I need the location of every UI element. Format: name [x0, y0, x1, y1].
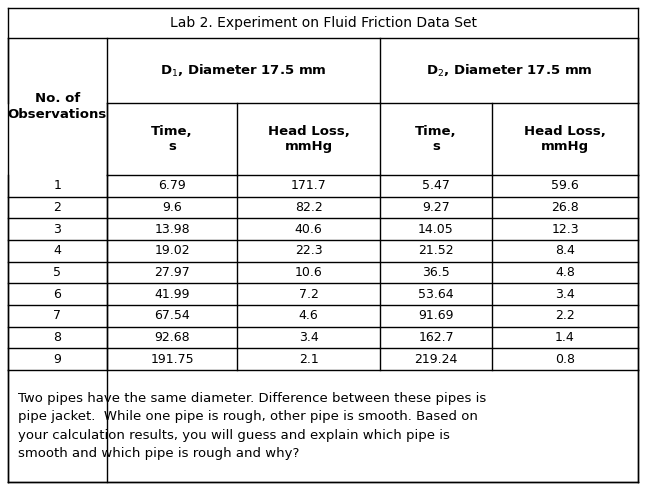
Text: Time,
s: Time, s — [151, 125, 193, 153]
Text: 19.02: 19.02 — [154, 245, 190, 257]
Text: 26.8: 26.8 — [551, 201, 579, 214]
Text: 6: 6 — [54, 288, 61, 301]
Text: 0.8: 0.8 — [555, 353, 575, 366]
Text: 10.6: 10.6 — [294, 266, 322, 279]
Text: 7: 7 — [54, 309, 61, 322]
Text: 5: 5 — [54, 266, 61, 279]
Text: 22.3: 22.3 — [294, 245, 322, 257]
Text: 8: 8 — [54, 331, 61, 344]
Text: Head Loss,
mmHg: Head Loss, mmHg — [268, 125, 349, 153]
Text: 9: 9 — [54, 353, 61, 366]
Text: Time,
s: Time, s — [415, 125, 457, 153]
Text: 7.2: 7.2 — [298, 288, 318, 301]
Text: 2.2: 2.2 — [555, 309, 575, 322]
Text: 5.47: 5.47 — [422, 179, 450, 193]
Text: 8.4: 8.4 — [555, 245, 575, 257]
Text: 36.5: 36.5 — [422, 266, 450, 279]
Text: 3.4: 3.4 — [299, 331, 318, 344]
Text: 9.27: 9.27 — [422, 201, 450, 214]
Text: 67.54: 67.54 — [154, 309, 190, 322]
Text: 191.75: 191.75 — [150, 353, 194, 366]
Text: Lab 2. Experiment on Fluid Friction Data Set: Lab 2. Experiment on Fluid Friction Data… — [170, 16, 476, 30]
Text: No. of
Observations: No. of Observations — [8, 93, 107, 121]
Text: 162.7: 162.7 — [418, 331, 454, 344]
Text: 4.8: 4.8 — [555, 266, 575, 279]
Text: 9.6: 9.6 — [162, 201, 182, 214]
Text: 1: 1 — [54, 179, 61, 193]
Text: 4: 4 — [54, 245, 61, 257]
Text: 1.4: 1.4 — [555, 331, 575, 344]
Text: D$_1$, Diameter 17.5 mm: D$_1$, Diameter 17.5 mm — [160, 62, 327, 78]
Text: 82.2: 82.2 — [294, 201, 322, 214]
Text: 21.52: 21.52 — [418, 245, 454, 257]
Text: 2.1: 2.1 — [299, 353, 318, 366]
Text: 12.3: 12.3 — [551, 222, 579, 236]
Text: 41.99: 41.99 — [154, 288, 190, 301]
Text: 59.6: 59.6 — [551, 179, 579, 193]
Text: 3.4: 3.4 — [555, 288, 575, 301]
Text: 53.64: 53.64 — [418, 288, 454, 301]
Text: 219.24: 219.24 — [414, 353, 457, 366]
Text: 14.05: 14.05 — [418, 222, 454, 236]
Text: 13.98: 13.98 — [154, 222, 190, 236]
Text: D$_2$, Diameter 17.5 mm: D$_2$, Diameter 17.5 mm — [426, 62, 592, 78]
Text: 27.97: 27.97 — [154, 266, 190, 279]
Text: 3: 3 — [54, 222, 61, 236]
Text: 2: 2 — [54, 201, 61, 214]
Text: Two pipes have the same diameter. Difference between these pipes is
pipe jacket.: Two pipes have the same diameter. Differ… — [18, 392, 487, 460]
Text: 91.69: 91.69 — [418, 309, 454, 322]
Text: 92.68: 92.68 — [154, 331, 190, 344]
Text: Head Loss,
mmHg: Head Loss, mmHg — [524, 125, 606, 153]
Text: 40.6: 40.6 — [294, 222, 322, 236]
Text: 171.7: 171.7 — [291, 179, 326, 193]
Text: 4.6: 4.6 — [299, 309, 318, 322]
Text: 6.79: 6.79 — [158, 179, 186, 193]
